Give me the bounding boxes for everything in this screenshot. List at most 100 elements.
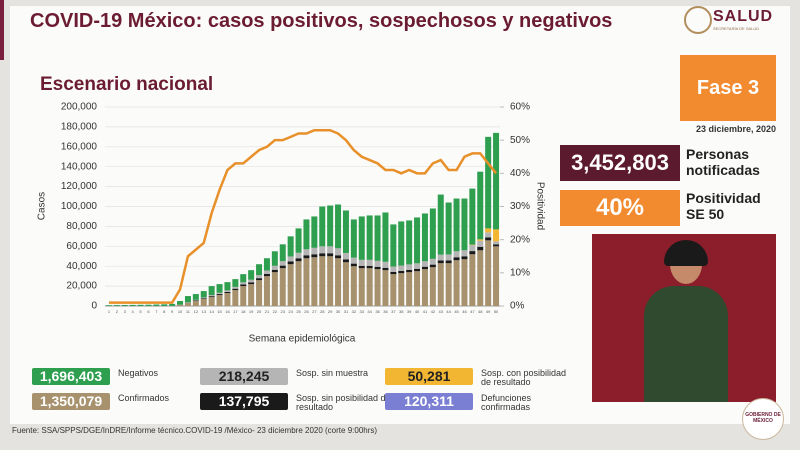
y-tick-label: 200,000 bbox=[61, 102, 98, 113]
bar-segment bbox=[303, 255, 310, 259]
y2-tick-label: 60% bbox=[510, 102, 530, 113]
bar-segment bbox=[366, 268, 373, 306]
bar-segment bbox=[271, 265, 278, 270]
x-tick-label: 24 bbox=[288, 309, 293, 314]
bar-segment bbox=[429, 208, 436, 259]
x-tick-label: 1 bbox=[108, 309, 111, 314]
bar-segment bbox=[350, 257, 357, 264]
bar-segment bbox=[287, 264, 294, 306]
bar-segment bbox=[382, 267, 389, 271]
bar-segment bbox=[240, 286, 247, 306]
bar-segment bbox=[208, 295, 215, 297]
x-axis-title: Semana epidemiológica bbox=[249, 334, 356, 345]
bar-segment bbox=[113, 305, 120, 306]
bar-segment bbox=[421, 269, 428, 306]
legend-label: Sosp. con posibilidad de resultado bbox=[481, 368, 567, 387]
y-tick-label: 140,000 bbox=[61, 161, 98, 172]
legend-label: Negativos bbox=[118, 368, 159, 378]
bar-segment bbox=[279, 261, 286, 266]
bar-segment bbox=[271, 272, 278, 306]
y-tick-label: 0 bbox=[91, 301, 97, 312]
bar-segment bbox=[303, 249, 310, 256]
bar-segment bbox=[248, 279, 255, 283]
bar-segment bbox=[287, 256, 294, 262]
bar-segment bbox=[327, 246, 334, 254]
bar-segment bbox=[200, 299, 207, 306]
bar-segment bbox=[469, 188, 476, 245]
bar-segment bbox=[493, 246, 500, 306]
y-tick-label: 20,000 bbox=[66, 281, 97, 292]
bar-segment bbox=[279, 265, 286, 269]
bar-segment bbox=[414, 271, 421, 306]
bar-segment bbox=[271, 251, 278, 266]
legend-total: 50,281 bbox=[385, 368, 473, 385]
bar-segment bbox=[224, 282, 231, 291]
bar-segment bbox=[469, 245, 476, 252]
bar-segment bbox=[121, 305, 128, 306]
bar-segment bbox=[240, 274, 247, 283]
x-tick-label: 26 bbox=[304, 309, 309, 314]
x-tick-label: 46 bbox=[462, 309, 467, 314]
bar-segment bbox=[311, 216, 318, 248]
x-tick-label: 49 bbox=[486, 309, 491, 314]
bar-segment bbox=[256, 275, 263, 279]
accent bbox=[0, 0, 4, 60]
bar-segment bbox=[493, 244, 500, 247]
bar-segment bbox=[437, 194, 444, 255]
bar-segment bbox=[263, 273, 270, 277]
bar-segment bbox=[485, 136, 492, 229]
x-tick-label: 29 bbox=[328, 309, 333, 314]
legend-label: Sosp. sin posibilidad de resultado bbox=[296, 393, 391, 412]
y2-tick-label: 20% bbox=[510, 234, 530, 245]
x-tick-label: 40 bbox=[415, 309, 420, 314]
bar-segment bbox=[311, 254, 318, 258]
bar-segment bbox=[263, 276, 270, 306]
legend-total: 1,696,403 bbox=[32, 368, 110, 385]
bar-segment bbox=[287, 261, 294, 265]
x-tick-label: 10 bbox=[178, 309, 183, 314]
y2-tick-label: 50% bbox=[510, 135, 530, 146]
bar-segment bbox=[453, 251, 460, 258]
bar-segment bbox=[477, 239, 484, 241]
bar-segment bbox=[366, 259, 373, 266]
bar-segment bbox=[414, 268, 421, 272]
bar-segment bbox=[453, 257, 460, 261]
y-tick-label: 80,000 bbox=[66, 221, 97, 232]
bar-segment bbox=[177, 301, 184, 305]
bar-segment bbox=[421, 261, 428, 267]
x-tick-label: 15 bbox=[217, 309, 222, 314]
bar-segment bbox=[390, 271, 397, 275]
x-tick-label: 20 bbox=[257, 309, 262, 314]
legend-total: 120,311 bbox=[385, 393, 473, 410]
bar-segment bbox=[256, 278, 263, 281]
notified-value: 3,452,803 bbox=[560, 145, 680, 181]
bar-segment bbox=[461, 250, 468, 257]
bar-segment bbox=[461, 198, 468, 251]
bar-segment bbox=[224, 290, 231, 292]
bar-segment bbox=[493, 229, 500, 242]
y-tick-label: 120,000 bbox=[61, 181, 98, 192]
bar-segment bbox=[232, 279, 239, 287]
x-tick-label: 13 bbox=[202, 309, 207, 314]
title: COVID-19 México: casos positivos, sospec… bbox=[30, 10, 613, 32]
bar-segment bbox=[153, 304, 160, 306]
y-tick-label: 100,000 bbox=[61, 201, 98, 212]
bar-segment bbox=[335, 258, 342, 306]
bar-segment bbox=[366, 265, 373, 269]
bar-segment bbox=[477, 250, 484, 306]
x-tick-label: 7 bbox=[155, 309, 158, 314]
bar-segment bbox=[279, 244, 286, 262]
bar-segment bbox=[350, 263, 357, 267]
bar-segment bbox=[319, 246, 326, 254]
x-tick-label: 27 bbox=[312, 309, 317, 314]
bar-segment bbox=[390, 266, 397, 272]
x-tick-label: 32 bbox=[352, 309, 357, 314]
bar-segment bbox=[295, 261, 302, 306]
bar-segment bbox=[429, 267, 436, 306]
x-tick-label: 31 bbox=[344, 309, 349, 314]
bar-segment bbox=[477, 171, 484, 240]
bar-segment bbox=[374, 266, 381, 270]
bar-segment bbox=[319, 253, 326, 257]
